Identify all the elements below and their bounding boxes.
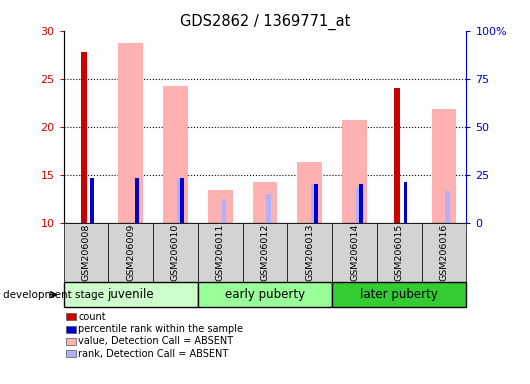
Text: development stage: development stage <box>3 290 104 300</box>
Bar <box>445 191 450 223</box>
Bar <box>180 177 183 223</box>
Text: count: count <box>78 312 106 322</box>
Text: GSM206009: GSM206009 <box>126 224 135 281</box>
Text: juvenile: juvenile <box>108 288 154 301</box>
Text: early puberty: early puberty <box>225 288 305 301</box>
Bar <box>297 162 322 223</box>
Text: percentile rank within the sample: percentile rank within the sample <box>78 324 243 334</box>
Bar <box>267 194 271 223</box>
Bar <box>91 177 94 223</box>
Text: GDS2862 / 1369771_at: GDS2862 / 1369771_at <box>180 13 350 30</box>
Bar <box>342 120 367 223</box>
Text: GSM206012: GSM206012 <box>261 224 269 281</box>
Bar <box>359 184 363 223</box>
Text: GSM206008: GSM206008 <box>82 224 91 281</box>
Text: GSM206014: GSM206014 <box>350 224 359 281</box>
Bar <box>253 182 277 223</box>
Text: value, Detection Call = ABSENT: value, Detection Call = ABSENT <box>78 336 234 346</box>
Bar <box>81 52 86 223</box>
Bar <box>356 187 360 223</box>
Bar <box>394 88 400 223</box>
Bar <box>404 182 408 223</box>
Text: later puberty: later puberty <box>360 288 438 301</box>
Text: GSM206016: GSM206016 <box>439 224 448 281</box>
Text: GSM206010: GSM206010 <box>171 224 180 281</box>
Text: rank, Detection Call = ABSENT: rank, Detection Call = ABSENT <box>78 349 228 359</box>
Bar <box>163 86 188 223</box>
Bar <box>222 199 226 223</box>
Bar <box>177 177 181 223</box>
Bar <box>208 190 233 223</box>
Bar <box>314 184 318 223</box>
Bar <box>311 184 315 223</box>
Text: GSM206011: GSM206011 <box>216 224 225 281</box>
Bar <box>118 43 143 223</box>
Bar <box>432 109 456 223</box>
Bar <box>135 177 139 223</box>
Text: GSM206015: GSM206015 <box>395 224 404 281</box>
Text: GSM206013: GSM206013 <box>305 224 314 281</box>
